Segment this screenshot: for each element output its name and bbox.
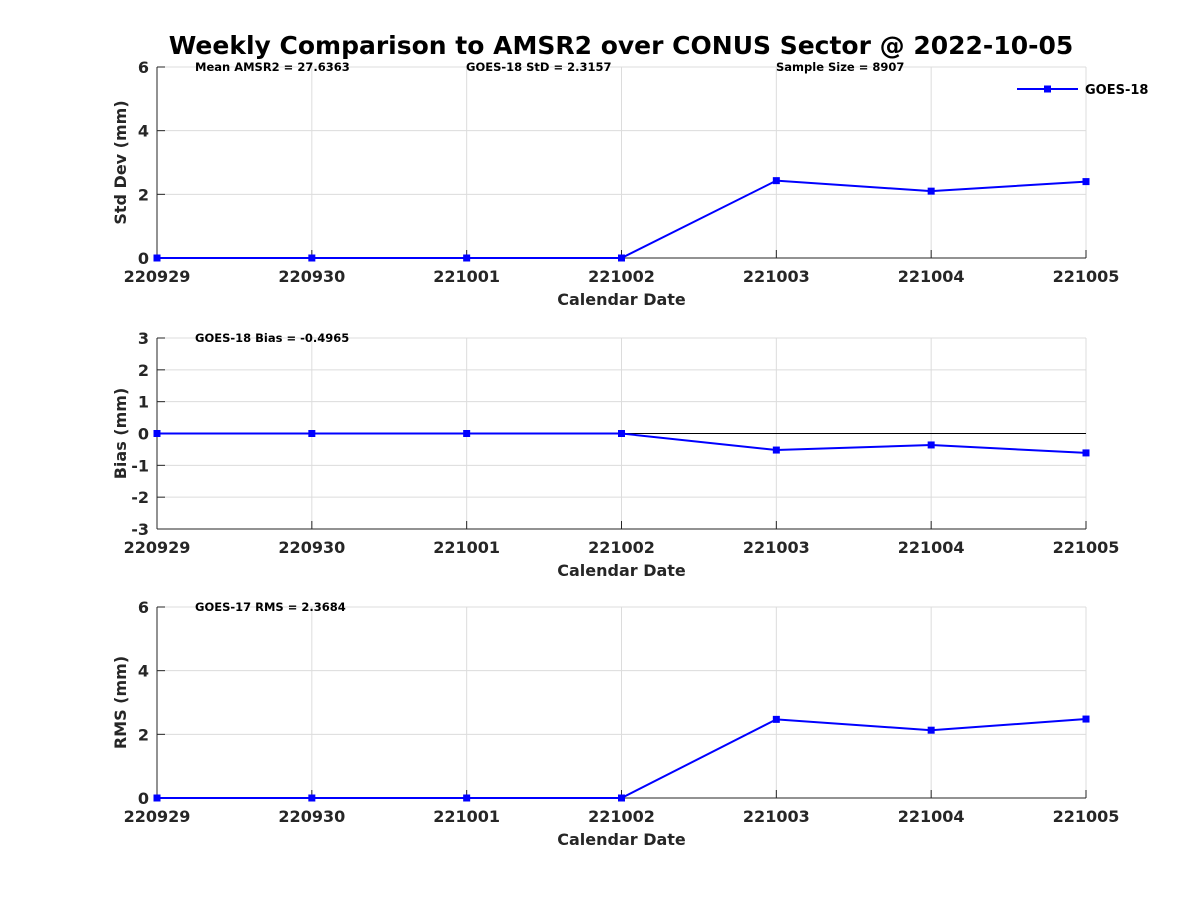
data-point	[927, 441, 935, 449]
y-axis-label: RMS (mm)	[111, 656, 130, 749]
data-point	[927, 726, 935, 734]
x-axis-label: Calendar Date	[557, 830, 686, 849]
x-tick-label: 220929	[124, 538, 191, 557]
y-tick-label: 2	[138, 185, 149, 204]
annotation: Mean AMSR2 = 27.6363	[195, 60, 350, 74]
y-tick-label: -2	[131, 488, 149, 507]
data-point	[927, 187, 935, 195]
x-tick-label: 221004	[898, 267, 965, 286]
x-tick-label: 220929	[124, 807, 191, 826]
data-point	[1082, 715, 1090, 723]
x-tick-label: 221002	[588, 267, 655, 286]
y-axis-label: Std Dev (mm)	[111, 100, 130, 224]
data-point	[308, 430, 316, 437]
y-tick-label: 6	[138, 598, 149, 617]
x-tick-label: 221003	[743, 807, 810, 826]
data-point	[772, 446, 780, 454]
x-tick-label: 220930	[278, 267, 345, 286]
y-tick-label: -1	[131, 456, 149, 475]
y-tick-label: 3	[138, 329, 149, 348]
x-tick-label: 221005	[1053, 267, 1120, 286]
panel-1: 0 2 4 6 220929 220930 221001 221002 221003 221004…	[111, 58, 1148, 309]
y-tick-label: 0	[138, 425, 149, 444]
y-tick-label: -3	[131, 520, 149, 539]
y-axis-label: Bias (mm)	[111, 388, 130, 480]
x-tick-label: 221004	[898, 807, 965, 826]
legend-label: GOES-18	[1085, 83, 1148, 98]
x-tick-label: 221005	[1053, 807, 1120, 826]
y-tick-label: 1	[138, 393, 149, 412]
legend: GOES-18	[1017, 83, 1148, 98]
data-point	[772, 715, 780, 723]
x-tick-label: 221001	[433, 538, 500, 557]
data-point	[463, 430, 471, 437]
panel-3: 0 2 4 6 220929 220930 221001 221002 221003 221004…	[111, 598, 1119, 849]
data-point	[308, 254, 316, 262]
data-point	[153, 430, 161, 437]
annotation: Sample Size = 8907	[776, 60, 904, 74]
panel-2: -3 -2 -1 0 1 2 3 220929 220930 221001 221002 221003…	[111, 329, 1119, 580]
legend-marker	[1044, 85, 1051, 93]
x-tick-label: 221005	[1053, 538, 1120, 557]
annotation: GOES-18 Bias = -0.4965	[195, 331, 349, 345]
x-axis-label: Calendar Date	[557, 561, 686, 580]
data-point	[1082, 449, 1090, 457]
y-tick-label: 6	[138, 58, 149, 77]
data-point	[618, 254, 625, 262]
x-tick-label: 221002	[588, 807, 655, 826]
y-tick-label: 4	[138, 122, 149, 141]
x-tick-label: 221001	[433, 807, 500, 826]
y-tick-label: 2	[138, 361, 149, 380]
data-point	[463, 254, 471, 262]
x-tick-label: 221001	[433, 267, 500, 286]
x-tick-label: 220930	[278, 807, 345, 826]
data-point	[772, 177, 780, 185]
data-point	[463, 794, 471, 802]
x-tick-label: 221003	[743, 267, 810, 286]
data-point	[308, 794, 316, 802]
x-tick-label: 221003	[743, 538, 810, 557]
data-point	[153, 254, 161, 262]
data-point	[1082, 178, 1090, 186]
annotation: GOES-17 RMS = 2.3684	[195, 600, 346, 614]
annotation: GOES-18 StD = 2.3157	[466, 60, 611, 74]
data-point	[618, 794, 625, 802]
x-tick-label: 221004	[898, 538, 965, 557]
x-tick-label: 221002	[588, 538, 655, 557]
chart-title: Weekly Comparison to AMSR2 over CONUS Se…	[169, 31, 1074, 60]
data-point	[153, 794, 161, 802]
y-tick-label: 2	[138, 725, 149, 744]
x-tick-label: 220929	[124, 267, 191, 286]
x-tick-label: 220930	[278, 538, 345, 557]
x-axis-label: Calendar Date	[557, 290, 686, 309]
y-tick-label: 0	[138, 789, 149, 808]
data-point	[618, 430, 625, 437]
y-tick-label: 4	[138, 662, 149, 681]
y-tick-label: 0	[138, 249, 149, 268]
